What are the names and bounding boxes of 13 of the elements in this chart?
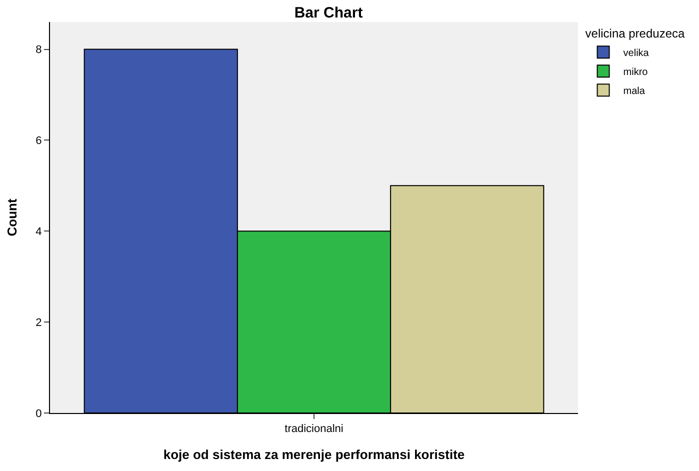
chart-title: Bar Chart (294, 4, 363, 22)
legend-label: velika (623, 48, 650, 59)
y-tick-label: 2 (36, 316, 42, 329)
y-tick-label: 0 (36, 408, 42, 420)
y-tick-label: 8 (36, 44, 42, 56)
x-tick-label: tradicionalni (284, 423, 344, 436)
y-tick-label: 6 (36, 135, 42, 148)
legend-label: mikro (623, 67, 648, 78)
legend-title: velicina preduzeca (585, 26, 685, 41)
legend-label: mala (623, 86, 646, 97)
y-axis-title: Count (4, 198, 20, 236)
x-axis-title: koje od sistema za merenje performansi koristite (163, 446, 465, 462)
y-tick-label: 4 (36, 226, 42, 238)
